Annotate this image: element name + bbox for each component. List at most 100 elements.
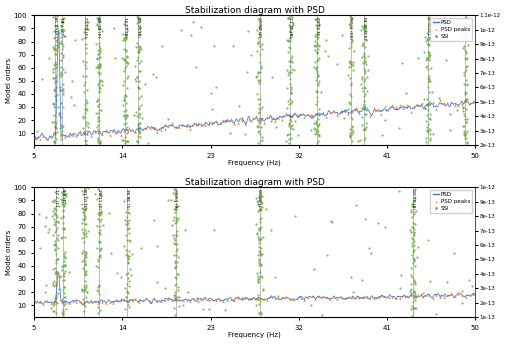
- Point: [255, 227, 263, 233]
- Point: [57, 115, 65, 120]
- Point: [347, 128, 356, 133]
- Point: [254, 77, 262, 83]
- Point: [346, 40, 354, 45]
- Point: [41, 290, 49, 295]
- Point: [95, 253, 103, 258]
- Point: [360, 126, 368, 131]
- Point: [95, 77, 104, 83]
- Point: [395, 286, 403, 291]
- Point: [200, 122, 209, 128]
- Point: [315, 43, 323, 49]
- Point: [92, 15, 100, 20]
- Point: [312, 118, 320, 124]
- Point: [124, 255, 132, 260]
- Point: [43, 229, 52, 235]
- Point: [223, 297, 231, 303]
- Point: [460, 113, 468, 118]
- Point: [410, 281, 418, 287]
- Point: [52, 78, 60, 84]
- Point: [343, 106, 351, 112]
- Point: [173, 247, 181, 252]
- Point: [256, 219, 264, 225]
- Point: [65, 133, 73, 139]
- Point: [310, 125, 318, 131]
- Point: [251, 74, 259, 79]
- Point: [418, 291, 426, 296]
- Point: [254, 292, 262, 298]
- Point: [50, 62, 58, 67]
- Point: [315, 106, 323, 112]
- Point: [461, 49, 469, 54]
- Point: [360, 68, 368, 74]
- Point: [344, 99, 352, 105]
- Point: [255, 26, 263, 32]
- Point: [87, 133, 95, 138]
- Point: [358, 26, 366, 31]
- Point: [410, 222, 418, 227]
- Point: [212, 298, 220, 303]
- Point: [93, 96, 102, 101]
- Point: [52, 295, 60, 301]
- Point: [95, 25, 103, 31]
- Point: [82, 222, 90, 227]
- Point: [255, 248, 263, 254]
- Point: [296, 111, 304, 116]
- Point: [97, 107, 105, 112]
- Point: [56, 87, 64, 93]
- Point: [284, 101, 292, 107]
- Point: [83, 129, 91, 134]
- Point: [242, 69, 250, 74]
- Point: [312, 68, 320, 74]
- Point: [407, 307, 415, 312]
- Point: [423, 130, 431, 135]
- Point: [95, 307, 104, 312]
- Point: [360, 94, 368, 99]
- Point: [59, 43, 67, 48]
- Point: [284, 15, 292, 21]
- Point: [287, 31, 295, 36]
- Point: [137, 115, 145, 121]
- Point: [79, 113, 87, 118]
- Point: [94, 65, 103, 70]
- Point: [135, 299, 143, 304]
- Point: [461, 116, 469, 122]
- Point: [411, 208, 419, 213]
- Point: [314, 42, 322, 47]
- Point: [422, 38, 430, 44]
- Point: [360, 24, 368, 29]
- Point: [255, 237, 263, 243]
- Point: [51, 132, 59, 137]
- Point: [57, 28, 65, 33]
- Point: [257, 261, 265, 267]
- Point: [137, 103, 145, 108]
- Point: [312, 122, 320, 127]
- Point: [315, 23, 323, 28]
- Point: [157, 127, 165, 132]
- Point: [124, 221, 132, 226]
- Point: [120, 57, 128, 63]
- Point: [360, 18, 368, 23]
- Point: [121, 37, 129, 42]
- Point: [286, 125, 294, 131]
- Point: [53, 13, 61, 19]
- Point: [96, 246, 104, 252]
- Point: [133, 14, 141, 20]
- Point: [93, 288, 102, 294]
- Point: [53, 37, 61, 43]
- Point: [81, 286, 89, 291]
- Point: [257, 41, 265, 46]
- Point: [32, 136, 40, 141]
- Point: [81, 119, 89, 125]
- Point: [246, 52, 255, 57]
- Point: [82, 230, 90, 236]
- Point: [257, 205, 265, 210]
- Point: [109, 128, 117, 133]
- Point: [61, 300, 69, 305]
- Point: [410, 103, 418, 108]
- Text: (2) 8.0: (2) 8.0: [64, 189, 68, 203]
- Point: [51, 219, 59, 225]
- Point: [133, 20, 141, 26]
- Point: [281, 138, 289, 143]
- Point: [97, 78, 106, 83]
- Point: [191, 64, 199, 70]
